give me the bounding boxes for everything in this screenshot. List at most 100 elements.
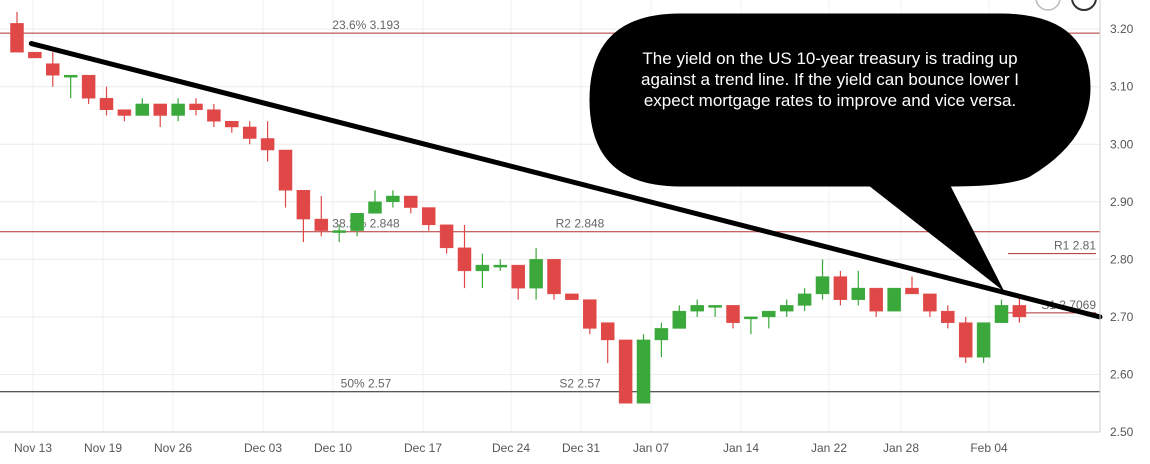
candle-down	[869, 287, 883, 317]
candle-up	[994, 299, 1009, 323]
candle-up	[797, 288, 812, 312]
candle-down	[296, 190, 311, 243]
y-tick-label: 2.90	[1110, 195, 1134, 209]
y-tick-label: 2.80	[1110, 252, 1134, 266]
trend-line	[28, 41, 1103, 320]
candle-down	[117, 109, 132, 122]
candle-body	[923, 293, 937, 312]
candle-body	[654, 328, 669, 341]
candle-body	[421, 207, 436, 226]
toolbar-icons	[1035, 0, 1097, 11]
candle-up	[654, 322, 669, 358]
candle-body	[350, 213, 364, 231]
y-tick-label: 3.10	[1110, 80, 1134, 94]
candle-body	[81, 74, 96, 99]
candle-up	[493, 259, 508, 271]
x-tick-label: Dec 10	[314, 441, 352, 455]
candle-down	[726, 305, 740, 329]
candle-body	[600, 322, 615, 341]
candle-body	[851, 287, 866, 300]
candle-down	[153, 103, 167, 127]
candle-body	[797, 293, 812, 306]
circle-icon[interactable]	[1035, 0, 1061, 11]
candle-body	[833, 276, 848, 300]
candle-body	[547, 259, 561, 295]
candle-up	[672, 305, 687, 329]
candle-body	[368, 201, 382, 214]
candle-up	[887, 287, 901, 312]
candle-up	[779, 299, 794, 317]
candle-body	[117, 109, 132, 116]
x-tick-label: Jan 22	[811, 441, 847, 455]
candle-down	[439, 224, 454, 254]
candle-down	[278, 149, 293, 208]
candle-body	[475, 264, 490, 272]
x-tick-label: Jan 07	[633, 441, 669, 455]
x-tick-label: Dec 24	[492, 441, 530, 455]
y-tick-label: 2.60	[1110, 367, 1134, 381]
axes: 3.20 3.10 3.00 2.90 2.80 2.70 2.60 2.50 Nov 13 No…	[0, 0, 1134, 455]
candle-body	[10, 23, 24, 53]
y-tick-label: 2.50	[1110, 425, 1134, 439]
candle-body	[260, 138, 275, 151]
candle-up	[529, 247, 543, 300]
callout-bubble	[589, 13, 1091, 291]
stroke-icon[interactable]	[1071, 0, 1097, 11]
candle-body	[296, 190, 311, 220]
candle-body	[225, 120, 239, 128]
x-tick-label: Dec 03	[244, 441, 282, 455]
x-tick-label: Jan 28	[883, 441, 919, 455]
candle-down	[225, 120, 239, 133]
level-label-r2: R2 2.848	[556, 217, 605, 231]
candle-down	[958, 316, 973, 363]
candle-down	[941, 305, 955, 329]
candle-body	[153, 103, 167, 116]
candle-body	[869, 287, 883, 312]
candle-body	[618, 339, 633, 404]
candle-body	[404, 195, 418, 208]
candle-body	[171, 103, 185, 116]
candle-body	[386, 195, 400, 203]
level-label-fib-38.2: 38.2% 2.848	[332, 217, 400, 231]
candle-body	[583, 299, 597, 329]
candle-body	[994, 305, 1009, 323]
y-tick-label: 3.20	[1110, 22, 1134, 36]
candle-up	[63, 74, 78, 99]
candle-body	[565, 293, 579, 300]
x-tick-label: Nov 13	[14, 441, 52, 455]
candle-up	[368, 190, 382, 214]
x-tick-label: Dec 17	[404, 441, 442, 455]
candle-body	[99, 97, 114, 110]
candle-body	[976, 322, 991, 358]
candle-down	[421, 207, 436, 231]
candle-down	[923, 293, 937, 317]
candle-down	[207, 103, 221, 127]
candle-down	[260, 121, 275, 162]
candle-body	[493, 264, 508, 268]
level-label-s2: S2 2.57	[559, 377, 601, 391]
trendline-layer	[28, 41, 1103, 320]
candle-body	[1012, 305, 1027, 318]
candle-body	[762, 310, 776, 318]
candle-down	[905, 276, 919, 295]
candle-up	[171, 98, 185, 122]
candle-body	[815, 276, 830, 295]
candle-down	[583, 299, 597, 335]
candle-body	[511, 264, 525, 289]
x-tick-label: Nov 19	[84, 441, 122, 455]
candle-down	[547, 259, 561, 300]
candle-up	[690, 299, 704, 317]
candle-body	[332, 230, 346, 233]
x-tick-label: Dec 31	[562, 441, 600, 455]
pivot-label-r1: R1 2.81	[1054, 239, 1096, 253]
candle-body	[690, 305, 704, 312]
candle-body	[28, 51, 42, 59]
candle-down	[618, 339, 633, 404]
candle-up	[332, 224, 346, 243]
candle-up	[762, 310, 776, 329]
candle-body	[189, 103, 203, 110]
candles	[10, 11, 1027, 404]
candle-body	[314, 218, 329, 231]
candle-body	[529, 259, 543, 289]
candle-up	[744, 316, 758, 335]
